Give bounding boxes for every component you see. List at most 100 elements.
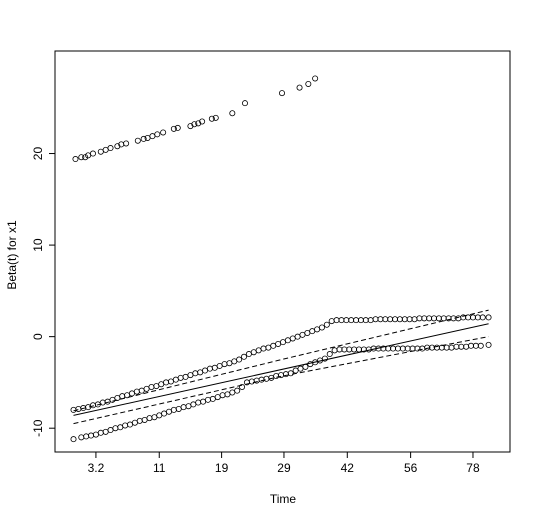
residual-point (206, 365, 213, 372)
residual-point (394, 345, 401, 352)
residual-point (477, 342, 484, 349)
residual-point (351, 346, 358, 353)
confidence-band-line (73, 309, 489, 412)
residual-point (485, 341, 492, 348)
residual-point (458, 343, 465, 350)
residual-point (474, 314, 481, 321)
residual-point (78, 434, 85, 441)
x-tick-label: 19 (215, 461, 229, 475)
residual-point (406, 316, 413, 323)
residual-point (385, 345, 392, 352)
residual-point (265, 344, 272, 351)
residual-point (97, 429, 104, 436)
residual-point (309, 328, 316, 335)
residual-point (367, 317, 374, 324)
residual-point (307, 361, 314, 368)
y-tick-label: 20 (31, 147, 45, 161)
x-tick-label: 56 (404, 461, 418, 475)
residual-point (253, 377, 260, 384)
y-tick-label: 0 (31, 333, 45, 340)
residual-point (448, 344, 455, 351)
residual-point (104, 398, 111, 405)
residual-point (214, 394, 221, 401)
residual-point (443, 344, 450, 351)
residual-point (107, 427, 114, 434)
residual-point (338, 317, 345, 324)
residual-point (122, 422, 129, 429)
residual-point (465, 314, 472, 321)
residual-point (209, 395, 216, 402)
residual-point (219, 392, 226, 399)
residual-point (289, 335, 296, 342)
residual-point (153, 383, 160, 390)
residual-point (172, 376, 179, 383)
residual-point (89, 402, 96, 409)
residual-point (165, 408, 172, 415)
residual-point (399, 345, 406, 352)
residual-point (156, 412, 163, 419)
residual-point (421, 315, 428, 322)
residual-point (333, 317, 340, 324)
residual-point (270, 342, 277, 349)
residual-point (180, 404, 187, 411)
residual-point (195, 120, 202, 127)
residual-point (258, 376, 265, 383)
residual-point (460, 314, 467, 321)
residual-point (133, 388, 140, 395)
residual-point (187, 372, 194, 379)
residual-point (128, 390, 135, 397)
x-axis: 3.2 11 19 29 42 56 78 (88, 451, 480, 475)
residual-point (88, 432, 95, 439)
residual-point (124, 392, 131, 399)
residual-point (127, 421, 134, 428)
residual-point (154, 131, 161, 138)
residual-point (455, 315, 462, 322)
y-axis: -10 0 10 20 (31, 147, 56, 437)
residual-point (119, 393, 126, 400)
residual-point (343, 317, 350, 324)
residual-point (211, 364, 218, 371)
residual-point (372, 316, 379, 323)
residual-point (318, 324, 325, 331)
residual-point (279, 339, 286, 346)
residual-point (239, 383, 246, 390)
residual-point (433, 344, 440, 351)
residual-point (149, 133, 156, 140)
residual-point (197, 369, 204, 376)
residual-point (102, 146, 109, 153)
residual-point (414, 345, 421, 352)
residual-point (161, 410, 168, 417)
residual-point (255, 347, 262, 354)
residual-point (185, 403, 192, 410)
residual-point (89, 150, 96, 157)
residual-point (409, 345, 416, 352)
residual-points (70, 75, 492, 443)
residual-point (191, 121, 198, 128)
residual-point (485, 314, 492, 321)
fit-lines (73, 309, 489, 425)
residual-point (453, 343, 460, 350)
residual-point (241, 100, 248, 107)
residual-point (114, 143, 121, 150)
residual-point (92, 431, 99, 438)
residual-point (112, 425, 119, 432)
residual-point (75, 405, 82, 412)
residual-point (346, 346, 353, 353)
residual-point (250, 349, 257, 356)
residual-point (83, 433, 90, 440)
residual-point (469, 314, 476, 321)
residual-point (321, 355, 328, 362)
residual-point (284, 337, 291, 344)
residual-point (221, 361, 228, 368)
residual-point (174, 124, 181, 131)
x-tick-label: 42 (341, 461, 355, 475)
residual-point (177, 374, 184, 381)
residual-point (148, 383, 155, 390)
residual-point (212, 114, 219, 121)
residual-point (234, 387, 241, 394)
residual-point (78, 154, 85, 161)
residual-point (226, 360, 233, 367)
residual-point (140, 135, 147, 142)
residual-point (426, 315, 433, 322)
